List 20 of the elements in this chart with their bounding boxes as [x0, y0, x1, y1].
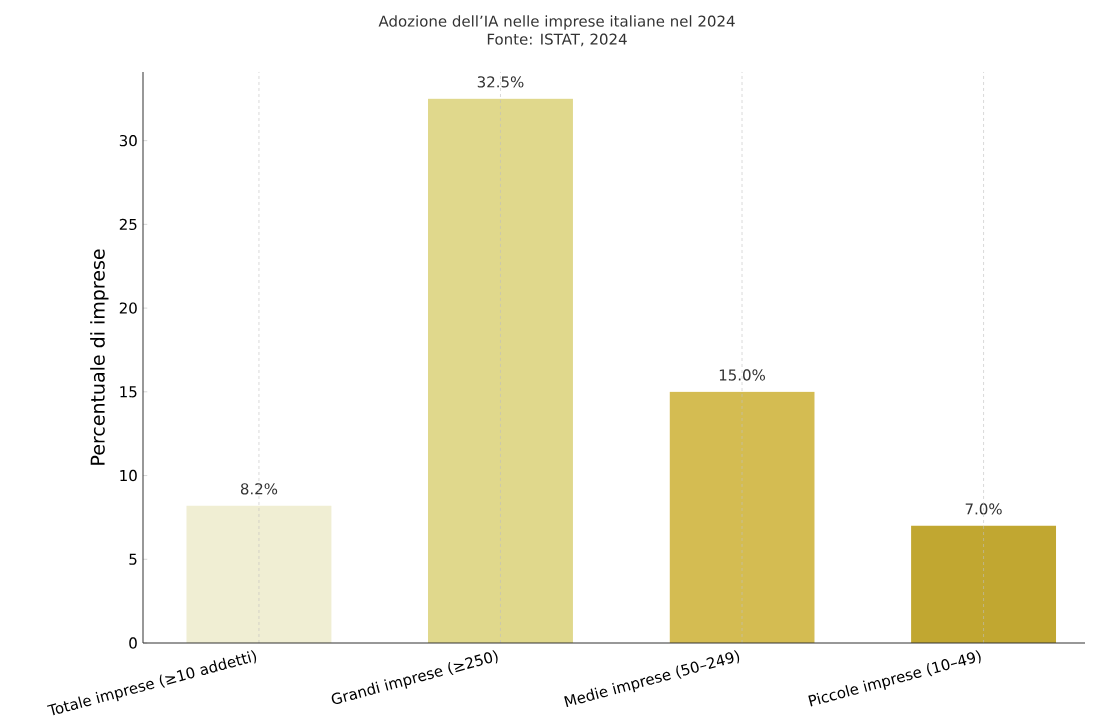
y-tick-label: 20: [119, 302, 137, 314]
data-label: 32.5%: [477, 76, 524, 88]
bar: [428, 98, 573, 643]
chart-title: Adozione dell’IA nelle imprese italiane nel 2024: [378, 15, 735, 30]
x-tick-label: Totale imprese (≥10 addetti): [46, 650, 257, 716]
y-tick-label: 10: [120, 469, 137, 482]
y-axis-title: Percentuale di imprese: [90, 249, 109, 465]
data-label: 15.0%: [719, 369, 766, 381]
y-tick-label: 0: [129, 637, 137, 649]
bar: [911, 525, 1057, 643]
x-tick-label: Grandi imprese (≥250): [331, 650, 498, 704]
data-label: 7.0%: [965, 503, 1002, 515]
y-tick-label: 5: [129, 553, 137, 565]
y-tick-label: 15: [120, 386, 137, 398]
y-tick-label: 30: [119, 134, 137, 147]
y-tick-label: 25: [119, 218, 137, 231]
bar: [669, 391, 815, 643]
bar: [186, 505, 332, 643]
chart-subtitle: Fonte: ISTAT, 2024: [487, 33, 627, 47]
data-label: 8.2%: [240, 483, 278, 495]
